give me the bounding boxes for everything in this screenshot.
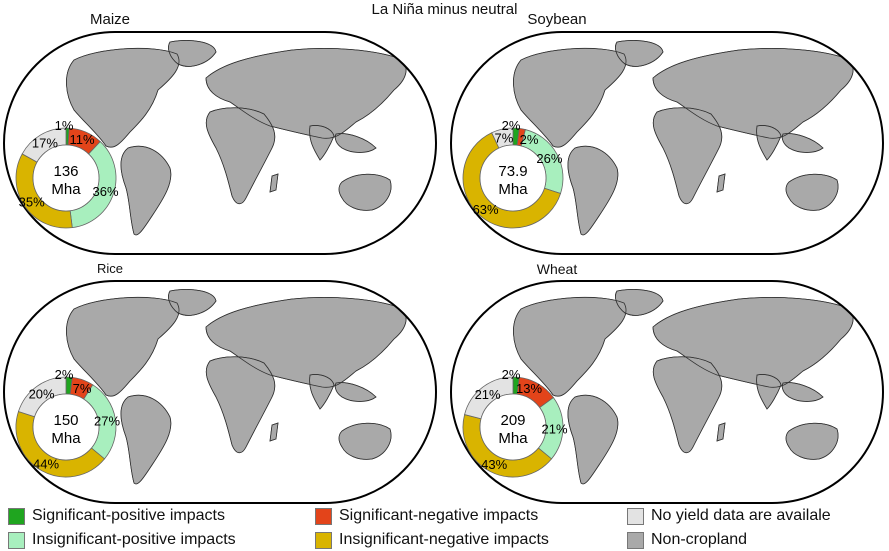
map-panel-soybean: 73.9 Mha 2% 2% 26% 63% 7%: [449, 30, 885, 256]
legend-label: Significant-positive impacts: [32, 507, 225, 524]
donut-slice-label: 21%: [541, 421, 567, 436]
legend-label: Insignificant-negative impacts: [339, 531, 549, 548]
donut-slice-label: 26%: [536, 151, 562, 166]
legend-item-non-cropland: Non-cropland: [627, 530, 747, 550]
donut-slice-label: 7%: [73, 381, 92, 396]
donut-slice-label: 27%: [94, 414, 120, 429]
donut-slice-label: 2%: [502, 367, 521, 382]
legend-item-sig-pos: Significant-positive impacts: [8, 506, 225, 526]
legend-label: Non-cropland: [651, 531, 748, 548]
figure-title: La Niña minus neutral: [371, 1, 518, 18]
donut-slice-label: 13%: [516, 381, 542, 396]
panel-title: Soybean: [527, 11, 587, 28]
donut-slice-label: 21%: [475, 387, 501, 402]
donut-area-unit: Mha: [498, 430, 528, 447]
legend: Significant-positive impacts Insignifican…: [0, 500, 889, 551]
legend-swatch: [8, 531, 25, 549]
legend-swatch: [627, 531, 644, 549]
legend-item-sig-neg: Significant-negative impacts: [315, 506, 538, 526]
donut-area-unit: Mha: [51, 181, 81, 198]
donut-slice-label: 11%: [69, 132, 94, 147]
legend-label: Significant-negative impacts: [339, 507, 539, 524]
map-frame: [3, 280, 437, 504]
legend-item-no-data: No yield data are availale: [627, 506, 831, 526]
donut-area-value: 136: [53, 163, 78, 180]
donut-slice-label: 17%: [32, 135, 58, 150]
donut-slice-label: 7%: [495, 131, 514, 146]
donut-slice-label: 20%: [29, 386, 55, 401]
map-frame: [450, 280, 884, 504]
legend-swatch: [627, 507, 644, 525]
donut-slice-label: 1%: [55, 118, 74, 133]
donut-slice-label: 35%: [19, 194, 45, 209]
legend-item-insig-pos: Insignificant-positive impacts: [8, 530, 236, 550]
legend-swatch: [8, 507, 25, 525]
panel-title: Maize: [89, 11, 130, 28]
donut-slice-label: 63%: [473, 202, 499, 217]
donut-area-value: 209: [500, 412, 525, 429]
legend-label: Insignificant-positive impacts: [32, 531, 236, 548]
map-panel-rice: 150 Mha 2% 7% 27% 44% 20%: [2, 279, 438, 505]
legend-item-insig-neg: Insignificant-negative impacts: [315, 530, 549, 550]
panel-title: Wheat: [536, 261, 578, 277]
donut-slice-label: 2%: [502, 118, 521, 133]
donut-area-unit: Mha: [51, 430, 81, 447]
map-panel-wheat: 209 Mha 2% 13% 21% 43% 21%: [449, 279, 885, 505]
legend-swatch: [315, 531, 332, 549]
legend-label: No yield data are availale: [651, 507, 831, 524]
donut-slice-label: 2%: [55, 367, 74, 382]
map-frame: [450, 31, 884, 255]
donut-area-unit: Mha: [498, 181, 528, 198]
panel-title: Rice: [96, 261, 123, 276]
donut-slice-label: 43%: [481, 457, 507, 472]
donut-area-value: 150: [53, 412, 78, 429]
map-panel-maize: 136 Mha 1% 11% 36% 35% 17%: [2, 30, 438, 256]
map-frame: [3, 31, 437, 255]
donut-slice-label: 36%: [92, 184, 118, 199]
donut-slice-label: 44%: [33, 456, 59, 471]
donut-area-value: 73.9: [498, 163, 527, 180]
donut-slice-label: 2%: [520, 132, 539, 147]
legend-swatch: [315, 507, 332, 525]
